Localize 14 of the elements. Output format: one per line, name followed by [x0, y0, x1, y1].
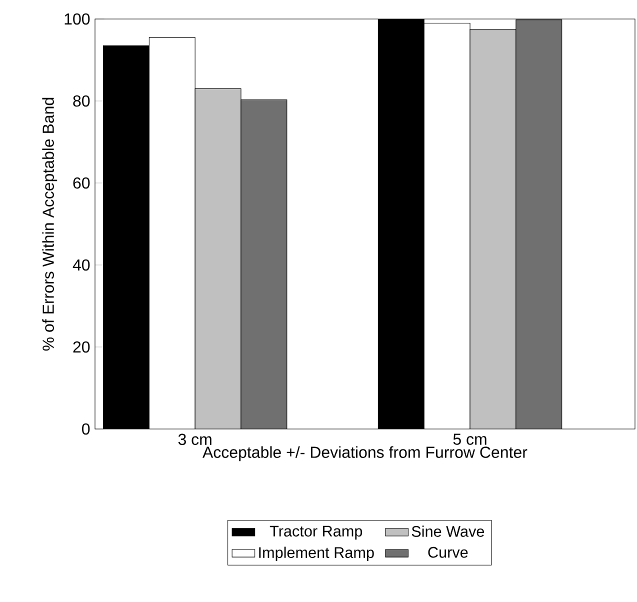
y-tick-label: 80 — [73, 95, 90, 107]
y-tick-label: 20 — [73, 341, 90, 353]
y-tick-label: 0 — [82, 423, 90, 435]
x-axis-title: Acceptable +/- Deviations from Furrow Center — [202, 446, 528, 462]
x-tick-label: 5 cm — [453, 434, 486, 445]
legend-label: Implement Ramp — [259, 546, 374, 562]
legend-label: Sine Wave — [412, 526, 484, 537]
x-tick-label: 3 cm — [178, 434, 212, 446]
legend-label: Tractor Ramp — [270, 526, 362, 540]
y-tick-label: 60 — [73, 177, 90, 189]
y-tick-label: 100 — [64, 13, 90, 25]
legend-label: Curve — [428, 546, 468, 558]
y-tick-label: 40 — [72, 259, 90, 271]
y-axis-title: % of Errors Within Acceptable Band — [42, 98, 58, 351]
